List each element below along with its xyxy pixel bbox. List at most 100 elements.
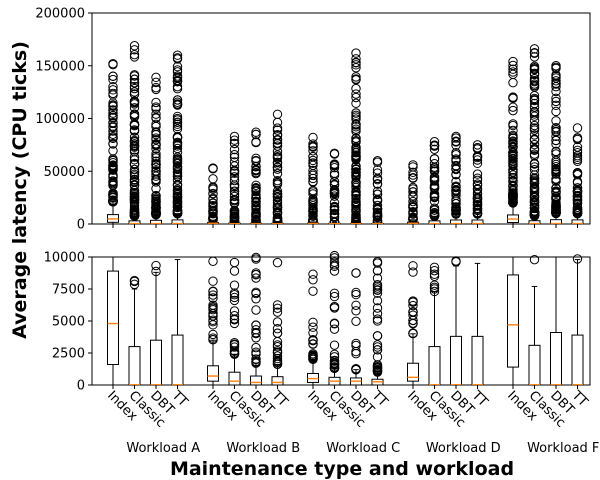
flier-point xyxy=(108,110,118,121)
flier-point xyxy=(372,360,383,370)
flier-point xyxy=(129,175,140,185)
flier-point xyxy=(308,335,318,345)
flier-max-point xyxy=(508,56,518,67)
flier-point xyxy=(129,52,140,62)
flier-point xyxy=(529,158,540,169)
box-0-2 xyxy=(150,260,162,385)
iqr-box xyxy=(107,270,119,366)
flier-point xyxy=(508,133,518,143)
flier-point xyxy=(151,82,161,93)
flier-point xyxy=(172,157,183,168)
flier-point xyxy=(551,106,561,117)
flier-point xyxy=(308,317,318,327)
flier-point xyxy=(208,174,218,184)
flier-point xyxy=(108,133,118,144)
flier-point xyxy=(351,112,361,122)
flier-point xyxy=(308,349,318,359)
flier-point xyxy=(329,180,340,190)
flier-point xyxy=(329,319,340,329)
box-2-1 xyxy=(328,148,341,224)
flier-point xyxy=(372,179,383,189)
flier-point xyxy=(329,291,340,302)
flier-point xyxy=(251,305,261,315)
flier-point xyxy=(229,211,240,221)
box-0-3 xyxy=(171,50,184,224)
flier-point xyxy=(172,154,183,164)
flier-point xyxy=(151,121,161,132)
flier-point xyxy=(429,164,440,175)
flier-point xyxy=(308,205,318,215)
flier-point xyxy=(308,196,318,206)
iqr-box xyxy=(428,346,441,385)
flier-point xyxy=(351,164,361,175)
flier-point xyxy=(229,161,240,171)
flier-point xyxy=(172,81,183,92)
flier-point xyxy=(172,124,183,134)
flier-point xyxy=(508,139,518,149)
flier-point xyxy=(508,170,518,180)
box-0-3 xyxy=(171,259,184,385)
box-4-3 xyxy=(571,254,584,385)
flier-max-point xyxy=(272,109,283,119)
flier-point xyxy=(372,345,383,355)
flier-point xyxy=(251,180,261,190)
flier-point xyxy=(308,160,318,171)
flier-point xyxy=(272,134,283,145)
flier-point xyxy=(551,76,561,86)
flier-point xyxy=(251,252,261,263)
iqr-box xyxy=(550,332,562,385)
flier-point xyxy=(272,207,283,218)
flier-point xyxy=(372,173,383,184)
iqr-box xyxy=(271,376,284,385)
flier-point xyxy=(172,53,183,63)
flier-point xyxy=(351,338,361,349)
workload-group-label: Workload D xyxy=(426,441,501,456)
flier-point xyxy=(529,139,540,150)
flier-point xyxy=(551,149,561,159)
flier-point xyxy=(351,119,361,130)
flier-point xyxy=(151,102,161,112)
flier-point xyxy=(151,260,161,271)
flier-point xyxy=(329,340,340,350)
flier-point xyxy=(529,93,540,104)
flier-point xyxy=(251,167,261,178)
flier-max-point xyxy=(408,160,418,170)
box-group xyxy=(107,251,584,385)
iqr-box xyxy=(571,334,584,385)
flier-point xyxy=(551,147,561,157)
flier-point xyxy=(172,161,183,172)
flier-point xyxy=(329,288,340,298)
box-group xyxy=(107,41,584,224)
flier-point xyxy=(229,186,240,196)
flier-point xyxy=(272,139,283,149)
flier-point xyxy=(129,109,140,119)
iqr-box xyxy=(450,335,462,385)
iqr-box xyxy=(128,220,141,224)
flier-point xyxy=(551,79,561,89)
iqr-box xyxy=(428,220,441,224)
box-1-2 xyxy=(250,252,262,385)
flier-point xyxy=(108,118,118,129)
flier-point xyxy=(429,141,440,151)
flier-point xyxy=(529,134,540,144)
flier-point xyxy=(572,145,583,156)
flier-point xyxy=(529,48,540,58)
flier-point xyxy=(451,199,461,209)
flier-point xyxy=(508,69,518,80)
flier-point xyxy=(229,311,240,321)
flier-point xyxy=(129,177,140,187)
flier-point xyxy=(229,266,240,276)
flier-point xyxy=(351,108,361,118)
bottom-zoom-panel: 0 2500 5000 7500 10000 xyxy=(44,251,591,394)
box-3-3 xyxy=(471,262,484,385)
flier-point xyxy=(551,200,561,211)
flier-point xyxy=(308,328,318,338)
iqr-box xyxy=(528,344,541,385)
box-3-1 xyxy=(428,137,441,224)
workload-group-label: Workload C xyxy=(326,441,400,456)
flier-point xyxy=(329,253,340,263)
flier-point xyxy=(108,74,118,85)
flier-point xyxy=(472,192,483,202)
flier-point xyxy=(351,300,361,310)
flier-point xyxy=(372,316,383,326)
